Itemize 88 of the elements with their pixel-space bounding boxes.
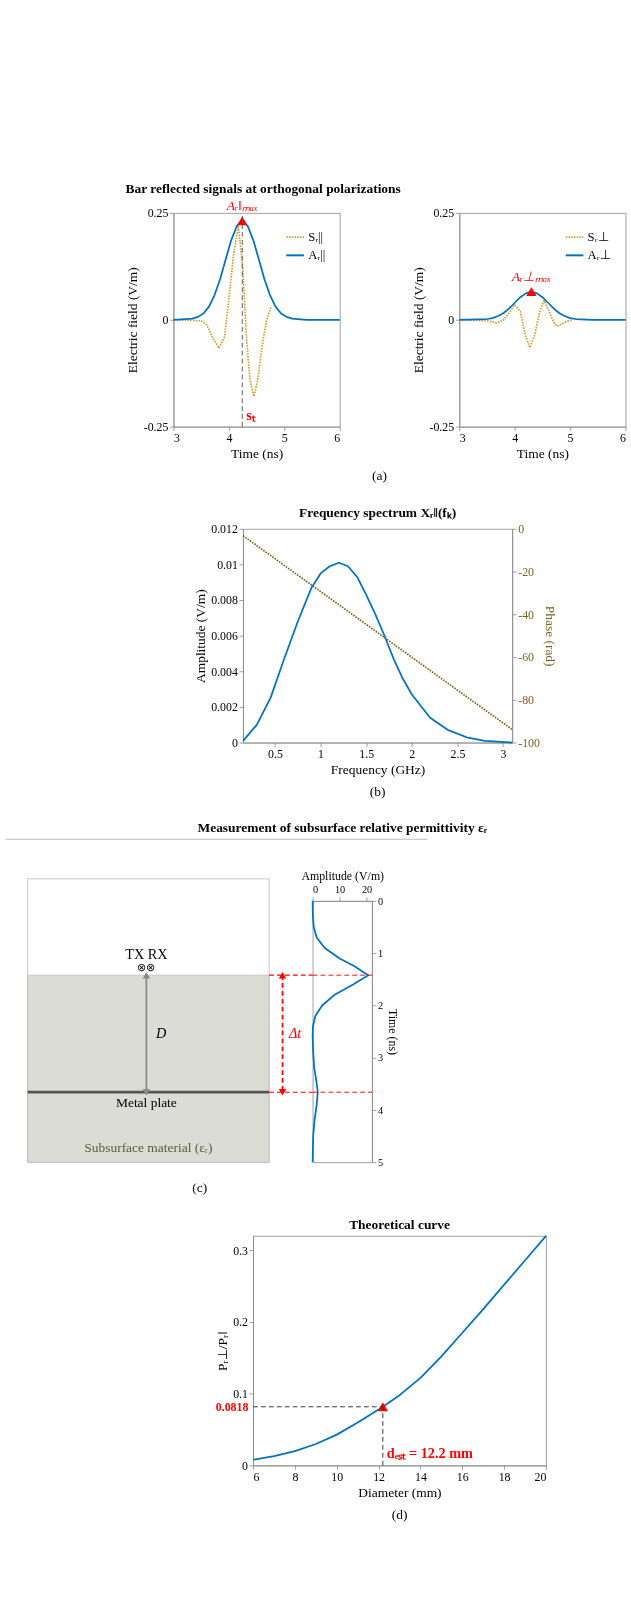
x-tick-label: 14 bbox=[414, 1469, 427, 1484]
y-tick-label: 0.004 bbox=[211, 664, 238, 679]
x-tick-label: 20 bbox=[534, 1469, 547, 1484]
chart-title: Measurement of subsurface relative permittivity εᵣ bbox=[197, 820, 488, 836]
x-tick-label: 16 bbox=[456, 1469, 469, 1484]
y-axis-title: Electric field (V/m) bbox=[125, 267, 141, 374]
line-series bbox=[252, 1235, 547, 1461]
y-tick-label: 2 bbox=[377, 1000, 384, 1012]
x-tick-label: 6 bbox=[620, 431, 627, 446]
y2-tick-label: -40 bbox=[518, 607, 535, 622]
y-tick-label: 1 bbox=[377, 947, 384, 959]
y-tick-label: 0.1 bbox=[233, 1387, 249, 1402]
annotation: Aᵣ⊥ₘₐₓ bbox=[510, 269, 552, 285]
text: Subsurface material (εᵣ) bbox=[84, 1139, 213, 1155]
y-tick-label: 3 bbox=[377, 1052, 384, 1064]
x-tick-label: 10 bbox=[334, 884, 346, 896]
y-tick-label: 0.006 bbox=[211, 629, 238, 644]
x-tick-label: 3 bbox=[173, 431, 180, 446]
x-tick-label: 6 bbox=[253, 1469, 260, 1484]
y2-tick-label: 0 bbox=[518, 522, 525, 537]
y-tick-label: 0.25 bbox=[147, 206, 169, 221]
ref-line-label: sₜ bbox=[246, 406, 256, 423]
y-tick-label: 5 bbox=[377, 1156, 384, 1168]
ref-line-label: dₑₛₜ = 12.2 mm bbox=[386, 1445, 474, 1462]
x-tick-label: 4 bbox=[512, 431, 519, 446]
text: Δt bbox=[287, 1024, 303, 1041]
chart-title: Bar reflected signals at orthogonal polarizations bbox=[125, 180, 401, 196]
ref-line-label: 0.0818 bbox=[215, 1399, 249, 1414]
y2-tick-label: -80 bbox=[518, 693, 535, 708]
legend-label: Sᵣ|| bbox=[308, 230, 324, 245]
text: (b) bbox=[369, 783, 386, 799]
y-tick-label: 0 bbox=[242, 1458, 249, 1473]
text: Metal plate bbox=[115, 1095, 177, 1111]
legend-label: Sᵣ⊥ bbox=[587, 230, 609, 245]
x-tick-label: 8 bbox=[292, 1469, 299, 1484]
x-tick-label: 5 bbox=[567, 431, 574, 446]
y-tick-label: 0 bbox=[162, 313, 169, 328]
x-tick-label: 18 bbox=[498, 1469, 511, 1484]
annotation: Aᵣ‖ₘₐₓ bbox=[225, 198, 258, 214]
y-tick-label: 4 bbox=[377, 1104, 384, 1116]
y2-tick-label: -20 bbox=[518, 564, 535, 579]
x-tick-label: 3 bbox=[500, 747, 507, 762]
chart-title: Theoretical curve bbox=[349, 1216, 451, 1232]
y-tick-label: 0 bbox=[448, 313, 455, 328]
y-axis-title: Electric field (V/m) bbox=[411, 267, 427, 374]
x-tick-label: 2 bbox=[409, 747, 416, 762]
x-tick-label: 2.5 bbox=[450, 747, 466, 762]
x-tick-label: 12 bbox=[373, 1469, 386, 1484]
y-tick-label: 0.2 bbox=[233, 1315, 249, 1330]
x-tick-label: 20 bbox=[361, 884, 373, 896]
y-tick-label: 0.008 bbox=[211, 593, 238, 608]
y-tick-label: -0.25 bbox=[143, 420, 169, 435]
y-tick-label: 0.012 bbox=[211, 522, 238, 537]
x-axis-title: Time (ns) bbox=[516, 446, 569, 462]
text: (a) bbox=[371, 467, 387, 483]
text: D bbox=[154, 1024, 167, 1041]
y-tick-label: 0 bbox=[231, 735, 238, 750]
y-tick-label: 0.25 bbox=[433, 206, 455, 221]
y-tick-label: 0.3 bbox=[233, 1243, 249, 1258]
y-tick-label: 0.01 bbox=[217, 557, 238, 572]
x-axis-title: Time (ns) bbox=[230, 446, 284, 462]
x-tick-label: 1 bbox=[318, 747, 325, 762]
x-tick-label: 6 bbox=[334, 431, 341, 446]
chart-title: Frequency spectrum Xᵣ‖(fₖ) bbox=[298, 505, 457, 520]
legend-label: Aᵣ⊥ bbox=[587, 248, 611, 263]
x-tick-label: 10 bbox=[331, 1469, 344, 1484]
x-tick-label: 1.5 bbox=[359, 747, 375, 762]
y-tick-label: 0 bbox=[377, 895, 384, 907]
text: ⊗⊗ bbox=[137, 961, 156, 974]
y-tick-label: 0.002 bbox=[211, 700, 238, 715]
x-tick-label: 3 bbox=[459, 431, 466, 446]
x-tick-label: 0.5 bbox=[267, 747, 283, 762]
text: (c) bbox=[192, 1179, 208, 1195]
y2-axis-title: Phase (rad) bbox=[543, 605, 559, 667]
legend-label: Aᵣ|| bbox=[308, 248, 326, 263]
y-tick-label: -0.25 bbox=[429, 420, 455, 435]
x-tick-label: 5 bbox=[281, 431, 288, 446]
x-axis-title: Frequency (GHz) bbox=[330, 761, 426, 777]
y-axis-title: Amplitude (V/m) bbox=[192, 589, 208, 683]
y2-tick-label: -60 bbox=[518, 650, 535, 665]
x-tick-label: 0 bbox=[313, 884, 319, 896]
x-axis-title: Diameter (mm) bbox=[358, 1484, 442, 1500]
y2-tick-label: -100 bbox=[518, 735, 540, 750]
text: (d) bbox=[391, 1506, 408, 1522]
y-axis-title: Pᵣ⊥/Pᵣ‖ bbox=[214, 1331, 230, 1371]
y-axis-title: Time (ns) bbox=[385, 1009, 400, 1056]
x-axis-title: Amplitude (V/m) bbox=[301, 869, 385, 883]
text: TX RX bbox=[125, 945, 169, 962]
